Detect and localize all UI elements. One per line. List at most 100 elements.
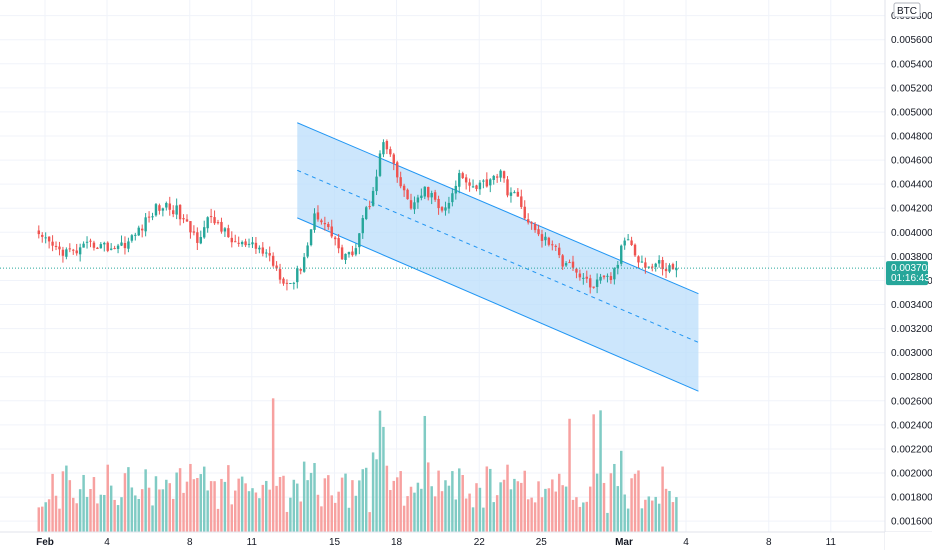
candle-body <box>154 204 158 216</box>
y-tick-label: 0.004000 <box>891 228 932 239</box>
volume-bar <box>602 482 606 532</box>
volume-bar <box>130 487 134 532</box>
parallel-channel[interactable] <box>297 122 699 392</box>
volume-bar <box>82 474 85 532</box>
volume-bar <box>44 502 47 532</box>
candle-body <box>440 207 444 211</box>
volume-bar <box>37 507 41 532</box>
candle-body <box>189 221 192 233</box>
y-tick-label: 0.002200 <box>891 444 932 455</box>
candle-body <box>433 192 437 200</box>
volume-bar <box>644 499 647 532</box>
x-tick-label: 8 <box>187 537 193 548</box>
candle-body <box>544 236 547 241</box>
volume-bar <box>175 472 178 532</box>
candle-body <box>75 250 78 254</box>
volume-bar <box>413 492 416 532</box>
channel-lower-line[interactable] <box>297 217 699 392</box>
volume-bar <box>520 482 523 532</box>
candle-body <box>85 241 89 243</box>
candle-body <box>506 179 509 196</box>
channel-mid-line[interactable] <box>297 169 699 343</box>
candle-body <box>337 238 340 249</box>
volume-bar <box>209 481 213 532</box>
candle-body <box>199 237 202 244</box>
candle-body <box>333 237 337 240</box>
volume-bar <box>478 487 482 532</box>
candle-body <box>661 260 664 270</box>
x-tick-label: Mar <box>615 537 633 548</box>
candle-body <box>227 228 230 238</box>
volume-bar <box>368 512 371 532</box>
candle-body <box>206 217 209 229</box>
x-tick-label: 11 <box>247 537 258 548</box>
candle-body <box>530 222 533 224</box>
candle-body <box>158 205 161 211</box>
volume-bar <box>444 480 447 532</box>
candle-body <box>616 264 620 269</box>
candle-body <box>313 213 316 230</box>
candle-body <box>626 239 630 241</box>
candle-body <box>502 171 506 179</box>
candle-body <box>516 191 520 197</box>
volume-bar <box>564 486 568 532</box>
candle-body <box>203 227 206 238</box>
candle-body <box>175 205 178 215</box>
candle-body <box>47 236 51 242</box>
time-axis[interactable]: Feb 4 8 11 15 18 22 25 Mar 4 8 11 <box>0 531 932 548</box>
volume-bar <box>316 494 320 532</box>
volume-bar <box>258 498 261 532</box>
y-tick-label: 0.002800 <box>891 372 932 383</box>
candle-body <box>651 266 654 268</box>
candle-body <box>454 185 458 194</box>
candle-body <box>330 226 333 237</box>
volume-bar <box>68 480 72 532</box>
candle-body <box>244 241 247 246</box>
volume-bar <box>502 479 506 532</box>
channel-upper-line[interactable] <box>297 122 699 295</box>
candle-body <box>654 263 657 267</box>
candle-body <box>675 268 678 271</box>
volume-bar <box>637 470 640 532</box>
volume-bar <box>571 499 575 532</box>
candle-body <box>368 206 371 208</box>
candle-body <box>240 241 244 245</box>
volume-bar <box>54 495 58 532</box>
volume-bar <box>320 506 323 532</box>
volume-bar <box>41 506 44 532</box>
y-tick-label: 0.002000 <box>891 469 932 480</box>
volume-bar <box>65 465 68 532</box>
candle-body <box>492 175 495 180</box>
candle-body <box>68 248 72 250</box>
currency-label: BTC <box>897 6 917 17</box>
volume-bar <box>127 467 130 532</box>
currency-badge[interactable]: BTC <box>893 2 921 18</box>
candle-body <box>523 206 526 219</box>
candle-body <box>599 276 602 281</box>
volume-bar <box>492 502 495 532</box>
volume-bar <box>540 497 544 532</box>
candle-body <box>185 219 189 222</box>
volume-bar <box>578 506 582 532</box>
volume-bar <box>599 410 602 532</box>
candle-body <box>78 247 82 255</box>
volume-bar <box>523 470 526 532</box>
y-tick-label: 0.005600 <box>891 35 932 46</box>
candle-body <box>302 257 306 272</box>
x-tick-label: 18 <box>391 537 403 548</box>
y-tick-label: 0.003800 <box>891 252 932 263</box>
volume-bar <box>613 463 616 532</box>
candle-body <box>671 264 675 270</box>
candle-body <box>282 278 285 284</box>
candle-body <box>485 179 489 187</box>
candle-body <box>144 217 147 232</box>
volume-bar <box>244 483 247 532</box>
currency-badge-box <box>893 2 921 18</box>
volume-bar <box>113 499 116 532</box>
volume-bar <box>430 486 433 532</box>
candle-body <box>275 265 278 269</box>
volume-bar <box>51 473 54 532</box>
x-tick-label: 4 <box>104 537 110 548</box>
candle-body <box>361 218 364 234</box>
